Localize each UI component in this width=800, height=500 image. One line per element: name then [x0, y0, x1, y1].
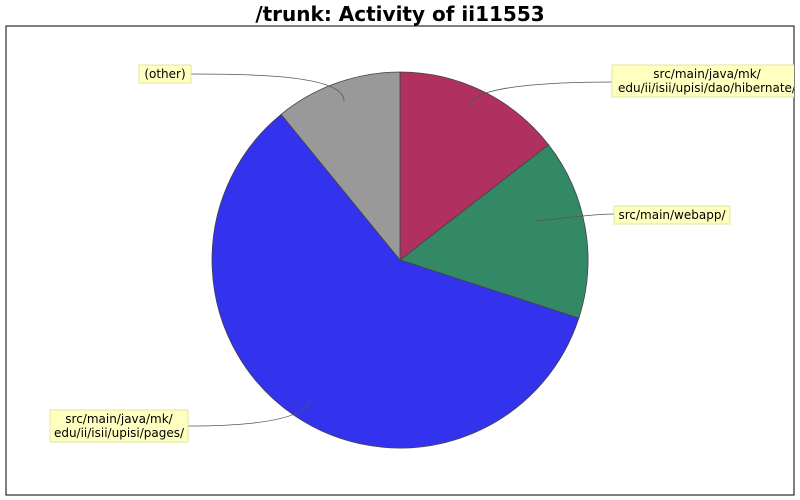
slices-layer — [211, 71, 589, 449]
pie-slice — [399, 71, 550, 261]
slice-label: src/main/java/mk/ — [653, 67, 761, 81]
slice-label: src/main/webapp/ — [618, 208, 726, 222]
leader-line — [469, 81, 613, 107]
labels-layer: src/main/java/mk/edu/ii/isii/upisi/dao/h… — [49, 64, 797, 443]
slice-label: (other) — [144, 67, 185, 81]
slice-label: edu/ii/isii/upisi/dao/hibernate/ — [618, 81, 797, 95]
slice-label-box — [49, 409, 189, 443]
slice-label: edu/ii/isii/upisi/pages/ — [54, 426, 185, 440]
chart-title: /trunk: Activity of ii11553 — [255, 2, 544, 26]
pie-slice — [399, 144, 589, 319]
pie-slice — [211, 113, 580, 449]
slice-label-box — [613, 205, 731, 225]
leader-line — [190, 73, 345, 102]
leader-line — [187, 401, 311, 427]
slice-label-box — [138, 64, 192, 84]
slice-label-box — [611, 64, 794, 98]
leader-line — [535, 213, 615, 222]
pie-slice — [280, 71, 401, 262]
slice-label: src/main/java/mk/ — [65, 412, 173, 426]
